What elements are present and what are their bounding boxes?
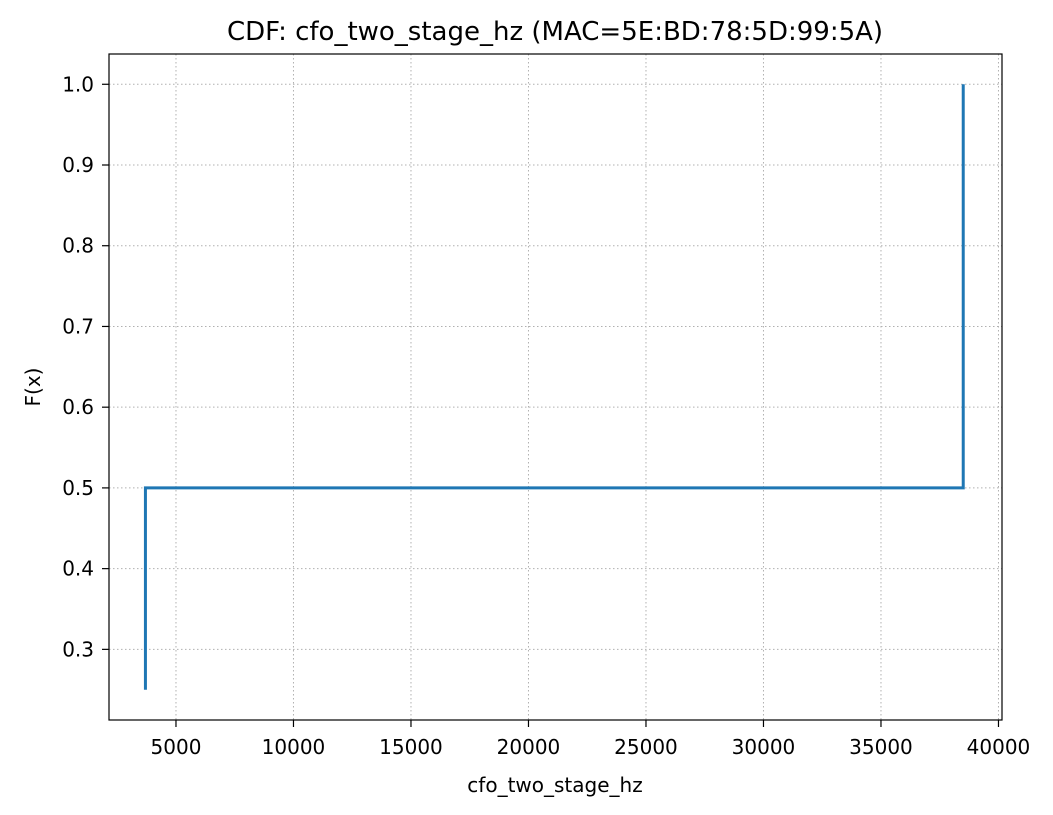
chart-title: CDF: cfo_two_stage_hz (MAC=5E:BD:78:5D:9… xyxy=(227,17,883,47)
y-tick-label: 0.4 xyxy=(62,557,94,581)
cdf-series-line xyxy=(143,84,965,690)
x-tick-label: 30000 xyxy=(732,735,796,759)
y-axis-ticks: 0.3 0.4 0.5 0.6 0.7 0.8 0.9 1.0 xyxy=(62,72,109,661)
x-axis-ticks: 5000 10000 15000 20000 25000 30000 35000 40000 xyxy=(151,720,1031,759)
x-tick-label: 35000 xyxy=(849,735,913,759)
x-tick-label: 15000 xyxy=(379,735,443,759)
y-tick-label: 1.0 xyxy=(62,72,94,96)
x-tick-label: 20000 xyxy=(497,735,561,759)
y-axis-label: F(x) xyxy=(21,368,45,407)
x-tick-label: 10000 xyxy=(262,735,326,759)
x-tick-label: 5000 xyxy=(151,735,202,759)
x-tick-label: 40000 xyxy=(967,735,1031,759)
series-layer xyxy=(143,84,965,690)
y-tick-label: 0.5 xyxy=(62,476,94,500)
x-tick-label: 25000 xyxy=(614,735,678,759)
y-tick-label: 0.8 xyxy=(62,234,94,258)
x-axis-label: cfo_two_stage_hz xyxy=(467,773,642,797)
y-tick-label: 0.6 xyxy=(62,395,94,419)
y-tick-label: 0.7 xyxy=(62,314,94,338)
y-tick-label: 0.3 xyxy=(62,637,94,661)
grid-lines xyxy=(109,54,1002,720)
plot-frame xyxy=(108,53,1003,721)
y-tick-label: 0.9 xyxy=(62,153,94,177)
